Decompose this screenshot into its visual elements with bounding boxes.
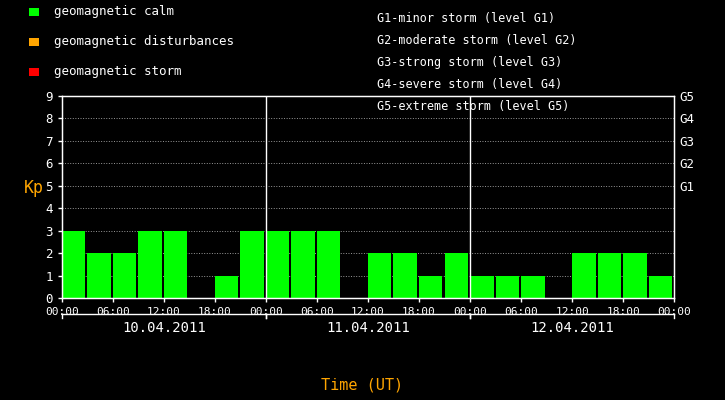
Bar xyxy=(138,231,162,298)
Text: G2-moderate storm (level G2): G2-moderate storm (level G2) xyxy=(377,34,576,47)
Bar xyxy=(215,276,239,298)
Bar xyxy=(368,253,392,298)
Text: 10.04.2011: 10.04.2011 xyxy=(122,321,206,335)
Text: G5-extreme storm (level G5): G5-extreme storm (level G5) xyxy=(377,100,569,113)
Bar xyxy=(597,253,621,298)
Text: Time (UT): Time (UT) xyxy=(321,377,404,392)
Bar xyxy=(521,276,544,298)
Bar xyxy=(240,231,264,298)
Bar xyxy=(496,276,519,298)
Bar xyxy=(317,231,340,298)
Text: G4-severe storm (level G4): G4-severe storm (level G4) xyxy=(377,78,563,91)
Bar xyxy=(87,253,111,298)
Bar xyxy=(394,253,417,298)
Text: 12.04.2011: 12.04.2011 xyxy=(530,321,614,335)
Bar xyxy=(266,231,289,298)
Bar xyxy=(572,253,596,298)
Bar xyxy=(62,231,85,298)
Y-axis label: Kp: Kp xyxy=(24,179,44,197)
Bar xyxy=(649,276,672,298)
Bar xyxy=(112,253,136,298)
Bar xyxy=(624,253,647,298)
Text: geomagnetic disturbances: geomagnetic disturbances xyxy=(54,36,234,48)
Text: G1-minor storm (level G1): G1-minor storm (level G1) xyxy=(377,12,555,25)
Bar xyxy=(419,276,442,298)
Bar xyxy=(164,231,187,298)
Bar xyxy=(291,231,315,298)
Bar xyxy=(470,276,494,298)
Text: G3-strong storm (level G3): G3-strong storm (level G3) xyxy=(377,56,563,69)
Bar xyxy=(444,253,468,298)
Text: 11.04.2011: 11.04.2011 xyxy=(326,321,410,335)
Text: geomagnetic storm: geomagnetic storm xyxy=(54,66,182,78)
Text: geomagnetic calm: geomagnetic calm xyxy=(54,6,175,18)
